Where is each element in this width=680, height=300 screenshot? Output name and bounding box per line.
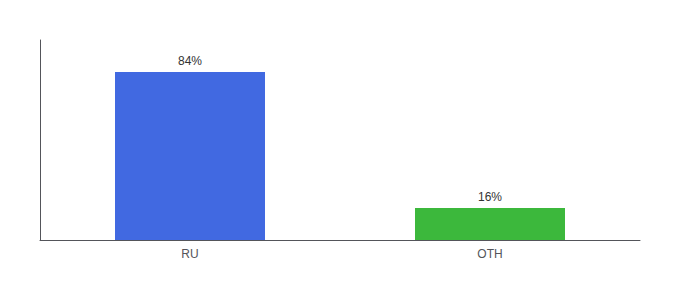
svg-text:84%: 84%	[178, 54, 202, 68]
svg-text:RU: RU	[181, 247, 198, 261]
svg-text:16%: 16%	[478, 190, 502, 204]
svg-text:OTH: OTH	[477, 247, 502, 261]
